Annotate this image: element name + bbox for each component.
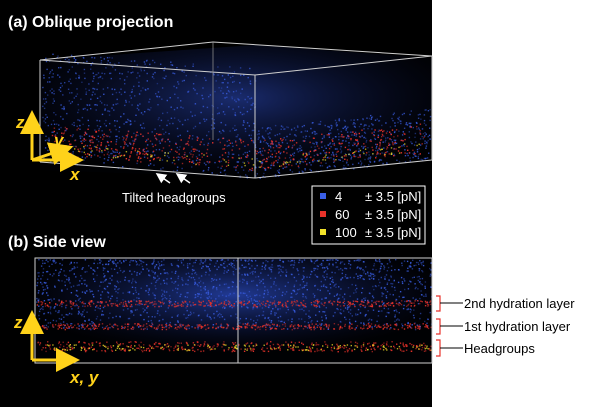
panel-b-axes: z x, y: [13, 310, 100, 387]
legend-value-100: 100: [335, 225, 357, 240]
legend-swatch-red: [320, 211, 326, 217]
legend-swatch-yellow: [320, 229, 326, 235]
panel-b-z-label: z: [13, 313, 23, 332]
panel-a-box: [39, 41, 433, 179]
legend-box: [311, 185, 426, 245]
legend-range-4: ± 3.5 [pN]: [365, 189, 421, 204]
legend-range-100: ± 3.5 [pN]: [365, 225, 421, 240]
tilted-headgroups-label: Tilted headgroups: [122, 190, 226, 205]
panel-b-box: [34, 257, 433, 364]
panel-a-x-label: x: [69, 165, 81, 184]
layer-label-2nd-hydration: 2nd hydration layer: [464, 296, 575, 311]
legend: 4 ± 3.5 [pN] 60 ± 3.5 [pN] 100 ± 3.5 [pN…: [311, 185, 426, 245]
panel-b-xy-label: x, y: [69, 368, 100, 387]
panel-b-title: (b) Side view: [8, 234, 106, 251]
layer-annotations: 2nd hydration layer 1st hydration layer …: [436, 295, 575, 357]
panel-a-title: (a) Oblique projection: [8, 14, 173, 31]
panel-a-y-label: y: [53, 131, 65, 150]
legend-range-60: ± 3.5 [pN]: [365, 207, 421, 222]
tilted-headgroups-annotation: Tilted headgroups: [122, 172, 226, 205]
legend-value-4: 4: [335, 189, 342, 204]
legend-swatch-blue: [320, 193, 326, 199]
layer-label-headgroups: Headgroups: [464, 341, 535, 356]
legend-value-60: 60: [335, 207, 349, 222]
panel-a-scatter: [42, 53, 432, 179]
layer-label-1st-hydration: 1st hydration layer: [464, 319, 571, 334]
panel-a-axes: z y x: [15, 110, 84, 184]
panel-b-scatter: [36, 259, 433, 353]
panel-a-z-label: z: [15, 113, 25, 132]
